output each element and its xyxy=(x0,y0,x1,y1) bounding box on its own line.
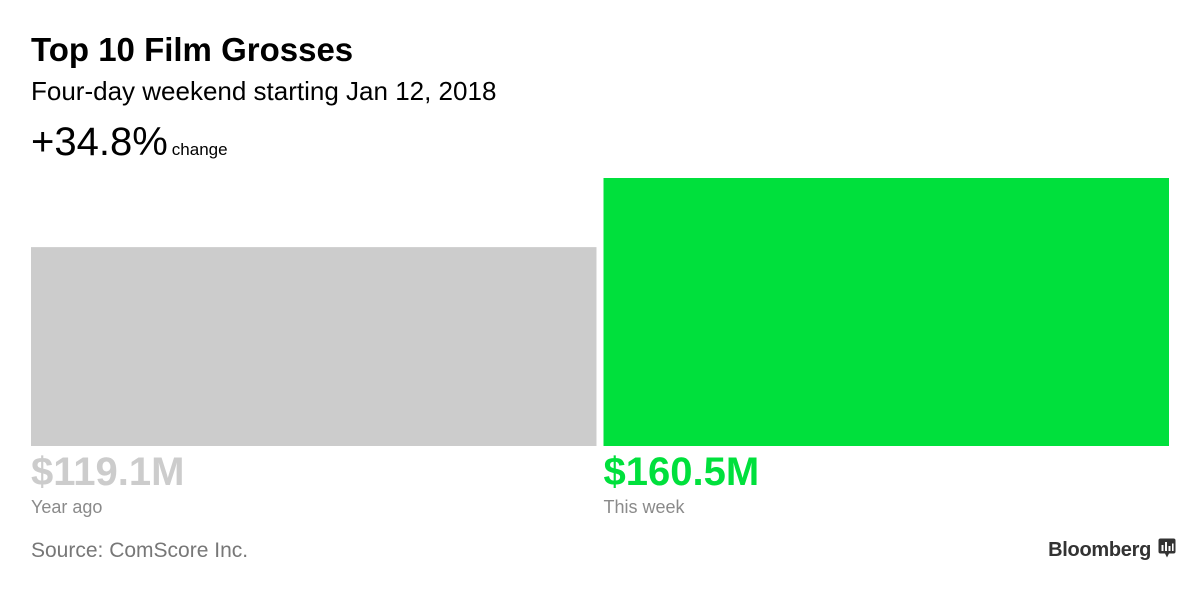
category-label-this-week: This week xyxy=(604,497,686,517)
source-note: Source: ComScore Inc. xyxy=(31,539,249,562)
brand-logo: Bloomberg xyxy=(1048,538,1176,563)
change-summary: +34.8% change xyxy=(31,118,228,166)
change-label: change xyxy=(171,140,228,159)
change-value: +34.8% xyxy=(31,120,168,164)
category-label-year-ago: Year ago xyxy=(31,497,102,517)
brand-name: Bloomberg xyxy=(1048,539,1151,561)
value-label-this-week: $160.5M xyxy=(604,450,760,494)
chart-title: Top 10 Film Grosses xyxy=(31,31,354,68)
bloomberg-chart-icon xyxy=(1158,538,1176,563)
chart-subtitle: Four-day weekend starting Jan 12, 2018 xyxy=(31,76,497,106)
bar-this-week xyxy=(603,178,1169,446)
value-label-year-ago: $119.1M xyxy=(31,450,184,494)
bar-chart: $119.1M Year ago $160.5M This week xyxy=(31,178,1169,517)
bar-year-ago xyxy=(31,247,597,446)
